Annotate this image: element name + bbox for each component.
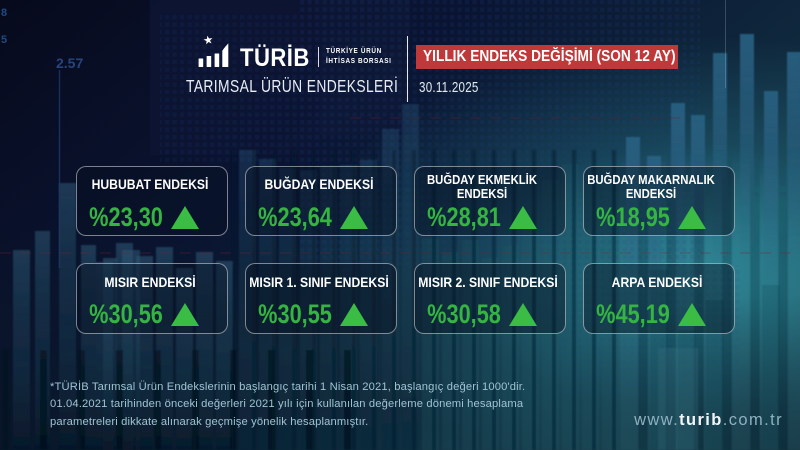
svg-text:5: 5 [1,34,7,46]
svg-text:8: 8 [1,7,7,19]
svg-text:2.57: 2.57 [56,55,83,71]
